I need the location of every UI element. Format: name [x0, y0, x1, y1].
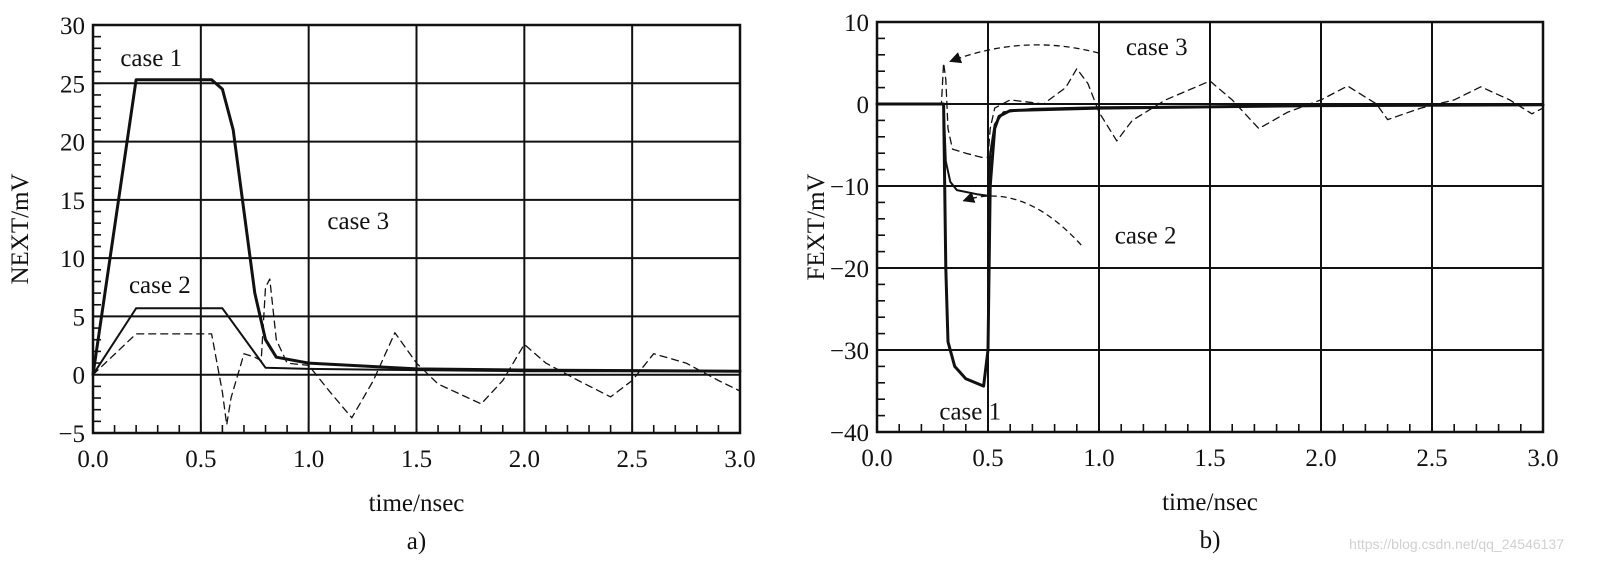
annotation-arrow — [962, 191, 1082, 246]
x-axis-title: time/nsec — [1162, 489, 1258, 516]
x-tick-label: 0.5 — [972, 445, 1003, 472]
panel-label: b) — [1200, 527, 1221, 554]
y-tick-label: −30 — [830, 338, 869, 365]
y-tick-label: 30 — [60, 13, 85, 40]
series-line-case-2 — [92, 307, 741, 376]
watermark: https://blog.csdn.net/qq_24546137 — [1349, 536, 1564, 552]
series-line-case-2 — [876, 103, 1544, 197]
panel-b: 0.0 0.5 1.0 1.5 2.0 2.5 3.0 −40 −30 −20 −10 0 10 time… — [803, 10, 1559, 554]
x-tick-label: 3.0 — [1527, 445, 1558, 472]
y-axis-title: NEXT/mV — [7, 173, 34, 284]
x-tick-label: 2.0 — [509, 446, 540, 473]
x-tick-label: 0.0 — [77, 446, 108, 473]
y-tick-label: −5 — [58, 421, 85, 448]
annotation-label: case 2 — [129, 272, 191, 299]
annotation-label: case 2 — [1115, 222, 1177, 249]
y-tick-label: −20 — [830, 256, 869, 283]
series-line-case-3 — [92, 278, 741, 426]
panel-a: 0.0 0.5 1.0 1.5 2.0 2.5 3.0 −5 0 5 10 15 20 25 30 time/… — [7, 13, 756, 555]
y-tick-label: 0 — [73, 363, 86, 390]
y-axis-title: FEXT/mV — [803, 174, 830, 281]
annotation-label: case 3 — [1126, 34, 1188, 61]
x-tick-label: 2.0 — [1305, 445, 1336, 472]
series-line-case-3 — [876, 62, 1544, 158]
annotation-arrow — [949, 44, 1100, 64]
x-tick-label: 2.5 — [1416, 445, 1447, 472]
y-tick-label: 5 — [73, 304, 86, 331]
x-tick-label: 1.0 — [293, 446, 324, 473]
x-tick-label: 1.5 — [401, 446, 432, 473]
y-tick-label: −40 — [830, 420, 869, 447]
y-tick-label: 20 — [60, 130, 85, 157]
annotation-label: case 1 — [120, 45, 182, 72]
y-tick-label: 25 — [60, 71, 85, 98]
x-tick-label: 1.0 — [1083, 445, 1114, 472]
x-axis-title: time/nsec — [369, 490, 465, 517]
annotation-label: case 1 — [939, 399, 1001, 426]
x-tick-label: 0.5 — [185, 446, 216, 473]
annotation-label: case 3 — [327, 208, 389, 235]
y-tick-label: 10 — [60, 246, 85, 273]
series-line-case-1 — [91, 78, 742, 377]
x-tick-label: 1.5 — [1194, 445, 1225, 472]
x-tick-label: 2.5 — [617, 446, 648, 473]
y-tick-label: 10 — [844, 10, 869, 37]
y-tick-label: 15 — [60, 188, 85, 215]
y-tick-label: −10 — [830, 174, 869, 201]
x-tick-label: 0.0 — [861, 445, 892, 472]
panel-label: a) — [407, 528, 426, 555]
x-tick-label: 3.0 — [724, 446, 755, 473]
y-tick-label: 0 — [857, 92, 870, 119]
